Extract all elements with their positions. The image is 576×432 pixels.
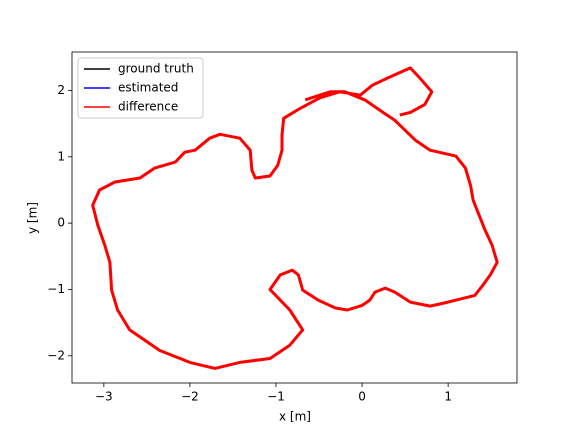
y-tick-label: 0: [57, 216, 65, 230]
y-tick-label: 2: [57, 83, 65, 97]
y-tick-label: 1: [57, 149, 65, 163]
legend-label: ground truth: [118, 62, 194, 76]
y-tick-label: −2: [47, 348, 65, 362]
x-tick-label: 0: [358, 390, 366, 404]
x-tick-label: −2: [181, 390, 199, 404]
y-axis-label: y [m]: [26, 202, 40, 234]
legend-label: estimated: [118, 81, 178, 95]
plot-frame: [71, 51, 518, 384]
legend-box: [77, 57, 204, 119]
legend-label: difference: [118, 100, 178, 114]
x-tick-label: −1: [267, 390, 285, 404]
x-tick-label: 1: [444, 390, 452, 404]
trajectory-line: [91, 66, 499, 370]
y-tick-label: −1: [47, 282, 65, 296]
x-tick-label: −3: [95, 390, 113, 404]
x-axis-label: x [m]: [279, 410, 311, 424]
